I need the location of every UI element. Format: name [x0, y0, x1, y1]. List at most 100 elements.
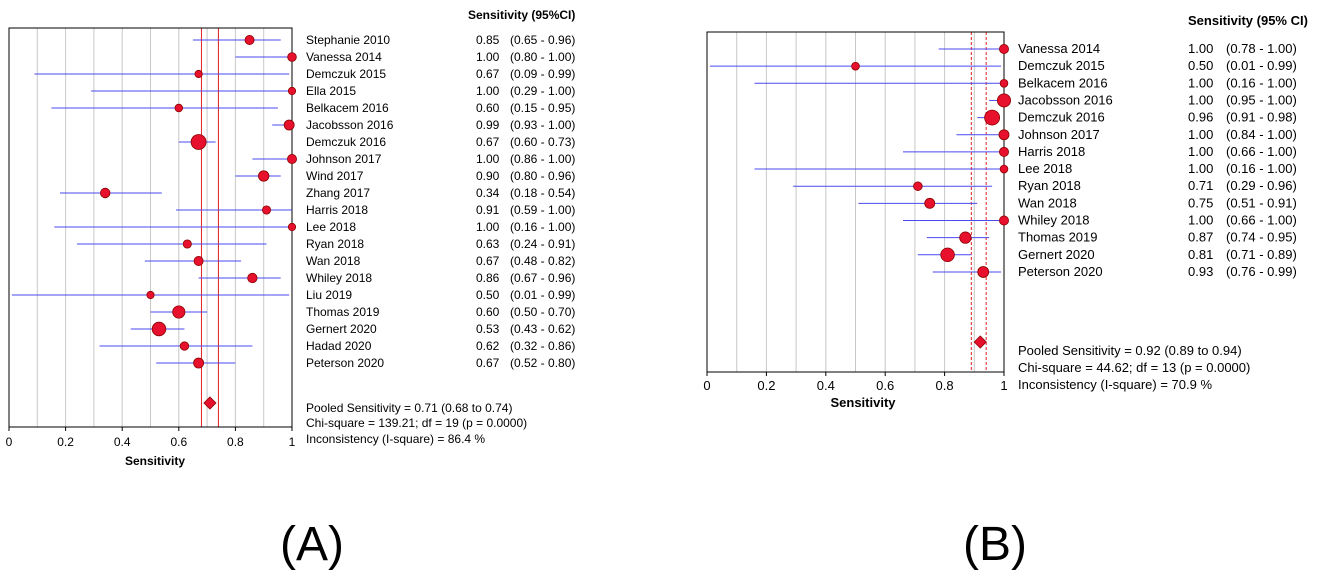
study-name: Whiley 2018	[1018, 213, 1090, 228]
summary-line: Pooled Sensitivity = 0.71 (0.68 to 0.74)	[306, 401, 512, 415]
study-point	[924, 197, 936, 209]
study-value: 0.91	[476, 203, 500, 217]
study-point	[244, 35, 255, 45]
study-ci: (0.59 - 1.00)	[510, 203, 575, 217]
summary-line: Pooled Sensitivity = 0.92 (0.89 to 0.94)	[1018, 343, 1242, 358]
study-ci: (0.01 - 0.99)	[1226, 58, 1297, 73]
study-value: 0.71	[1188, 178, 1213, 193]
study-name: Lee 2018	[306, 220, 356, 234]
study-value: 0.90	[476, 169, 500, 183]
column-header: Sensitivity (95%CI)	[468, 8, 575, 22]
study-point	[179, 341, 190, 351]
study-point	[174, 103, 184, 113]
study-point	[283, 119, 295, 131]
study-name: Gernert 2020	[306, 322, 377, 336]
study-ci: (0.52 - 0.80)	[510, 356, 575, 370]
study-point	[182, 239, 192, 249]
study-name: Jacobsson 2016	[306, 118, 394, 132]
study-value: 0.62	[476, 339, 500, 353]
study-ci: (0.16 - 1.00)	[1226, 75, 1297, 90]
study-value: 0.81	[1188, 247, 1213, 262]
study-ci: (0.09 - 0.99)	[510, 67, 575, 81]
study-point	[100, 187, 111, 199]
study-point	[262, 205, 272, 215]
study-value: 0.75	[1188, 195, 1213, 210]
study-name: Thomas 2019	[306, 305, 380, 319]
study-name: Peterson 2020	[306, 356, 384, 370]
study-point	[190, 134, 207, 150]
panel-label: (A)	[280, 518, 344, 571]
study-value: 0.50	[476, 288, 500, 302]
study-name: Belkacem 2016	[306, 101, 389, 115]
study-ci: (0.32 - 0.86)	[510, 339, 575, 353]
study-ci: (0.29 - 1.00)	[510, 84, 575, 98]
study-ci: (0.60 - 0.73)	[510, 135, 575, 149]
pooled-diamond	[973, 335, 987, 349]
study-ci: (0.67 - 0.96)	[510, 271, 575, 285]
study-point	[999, 146, 1009, 157]
study-name: Thomas 2019	[1018, 230, 1098, 245]
study-value: 0.34	[476, 186, 500, 200]
study-name: Lee 2018	[1018, 161, 1072, 176]
study-name: Vanessa 2014	[1018, 41, 1100, 56]
study-value: 1.00	[1188, 41, 1213, 56]
x-axis-label: Sensitivity	[830, 395, 896, 410]
study-ci: (0.86 - 1.00)	[510, 152, 575, 166]
study-point	[984, 109, 1001, 126]
study-name: Wind 2017	[306, 169, 364, 183]
study-ci: (0.01 - 0.99)	[510, 288, 575, 302]
study-name: Belkacem 2016	[1018, 75, 1108, 90]
study-name: Demczuk 2016	[306, 135, 386, 149]
study-value: 0.67	[476, 67, 500, 81]
summary-line: Inconsistency (I-square) = 86.4 %	[306, 432, 485, 446]
study-value: 1.00	[1188, 127, 1213, 142]
forest-plot-a: 0 0.2 0.4 0.6 0.8 1 Sensitivity Sensitivity (95…	[6, 8, 576, 571]
study-point	[287, 52, 297, 62]
x-tick-label: 0.8	[227, 435, 244, 449]
study-value: 1.00	[476, 84, 500, 98]
study-name: Johnson 2017	[1018, 127, 1100, 142]
study-name: Stephanie 2010	[306, 33, 390, 47]
study-point	[851, 61, 860, 71]
study-ci: (0.51 - 0.91)	[1226, 195, 1297, 210]
study-value: 0.60	[476, 101, 500, 115]
study-value: 0.87	[1188, 230, 1213, 245]
study-value: 1.00	[1188, 92, 1213, 107]
study-ci: (0.16 - 1.00)	[1226, 161, 1297, 176]
study-point	[977, 266, 990, 278]
study-ci: (0.50 - 0.70)	[510, 305, 575, 319]
study-ci: (0.84 - 1.00)	[1226, 127, 1297, 142]
study-value: 0.63	[476, 237, 500, 251]
x-axis-label: Sensitivity	[125, 454, 185, 468]
study-name: Ella 2015	[306, 84, 356, 98]
summary-line: Chi-square = 139.21; df = 19 (p = 0.0000…	[306, 416, 527, 430]
study-ci: (0.24 - 0.91)	[510, 237, 575, 251]
x-tick-label: 1	[1000, 378, 1007, 393]
study-point	[146, 290, 155, 300]
study-name: Peterson 2020	[1018, 264, 1103, 279]
study-value: 0.86	[476, 271, 500, 285]
pooled-diamond	[203, 396, 217, 410]
study-point	[194, 69, 203, 79]
study-ci: (0.74 - 0.95)	[1226, 230, 1297, 245]
study-ci: (0.48 - 0.82)	[510, 254, 575, 268]
study-name: Johnson 2017	[306, 152, 382, 166]
study-ci: (0.71 - 0.89)	[1226, 247, 1297, 262]
study-ci: (0.18 - 0.54)	[510, 186, 575, 200]
study-value: 1.00	[476, 50, 500, 64]
study-value: 0.67	[476, 135, 500, 149]
study-ci: (0.78 - 1.00)	[1226, 41, 1297, 56]
study-ci: (0.66 - 1.00)	[1226, 213, 1297, 228]
panel-label: (B)	[963, 518, 1027, 571]
study-point	[172, 305, 186, 319]
study-name: Liu 2019	[306, 288, 352, 302]
study-point	[287, 222, 297, 232]
study-name: Wan 2018	[1018, 195, 1077, 210]
study-ci: (0.93 - 1.00)	[510, 118, 575, 132]
study-name: Demczuk 2016	[1018, 110, 1105, 125]
study-name: Jacobsson 2016	[1018, 92, 1113, 107]
study-point	[999, 215, 1009, 226]
study-value: 0.67	[476, 356, 500, 370]
study-value: 1.00	[1188, 75, 1213, 90]
